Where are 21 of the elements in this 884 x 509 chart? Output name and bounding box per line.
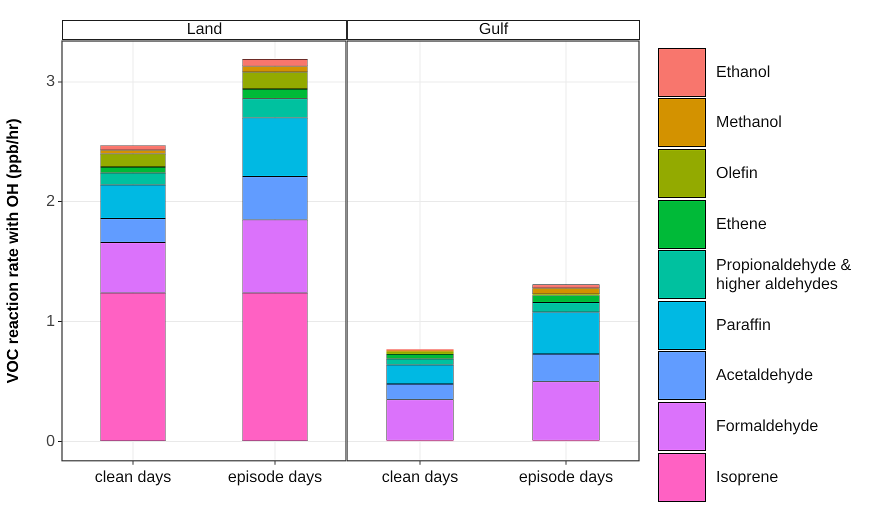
text: Propionaldehyde & higher aldehydes bbox=[716, 256, 852, 294]
y-tick-label: 3 bbox=[46, 73, 56, 90]
y-tick-label: 1 bbox=[46, 313, 56, 330]
y-tick-label: 2 bbox=[46, 193, 56, 210]
chart-title: Land bbox=[62, 20, 347, 40]
text: Methanol bbox=[716, 113, 783, 132]
text: Ethene bbox=[716, 214, 768, 234]
y-axis-title: VOC reaction rate with OH (ppb/hr) bbox=[5, 118, 22, 384]
x-tick-label: episode days bbox=[228, 468, 322, 486]
text: Paraffin bbox=[716, 316, 772, 335]
text: Ethanol bbox=[716, 62, 772, 82]
text: Isoprene bbox=[716, 468, 780, 487]
bar bbox=[386, 352, 454, 354]
text: Olefin bbox=[716, 164, 759, 183]
chart-title: Gulf bbox=[347, 20, 640, 40]
y-tick-label: 0 bbox=[46, 433, 56, 450]
x-tick-label: episode days bbox=[518, 468, 614, 486]
text: Acetaldehyde bbox=[716, 366, 814, 386]
text: Formaldehyde bbox=[716, 416, 820, 436]
x-tick-label: clean days bbox=[94, 468, 172, 486]
x-tick-label: clean days bbox=[382, 468, 458, 486]
